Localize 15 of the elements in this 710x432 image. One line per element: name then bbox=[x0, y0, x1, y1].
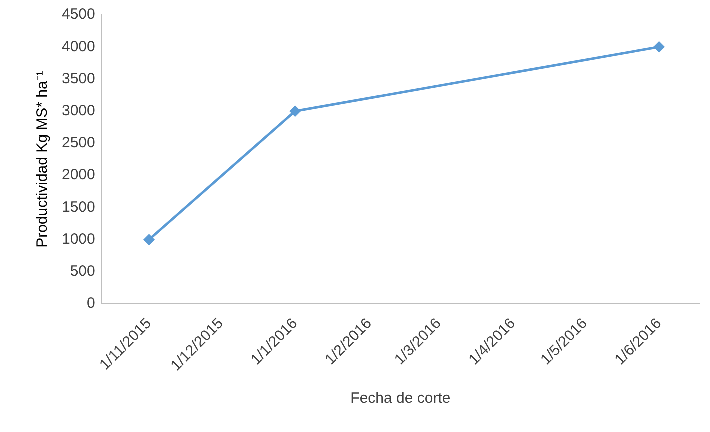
y-tick-label: 4500 bbox=[62, 6, 96, 24]
y-tick-label: 3500 bbox=[62, 70, 96, 88]
y-tick-label: 0 bbox=[87, 295, 96, 312]
y-tick-label: 2500 bbox=[62, 134, 96, 152]
y-axis-title: Productividad Kg MS* ha⁻¹ bbox=[34, 71, 52, 248]
point bbox=[144, 234, 155, 246]
y-tick-label: 2000 bbox=[62, 166, 96, 184]
y-tick-label: 3000 bbox=[62, 102, 96, 120]
y-tick-label: 1500 bbox=[62, 198, 96, 216]
x-axis-title: Fecha de corte bbox=[350, 390, 451, 408]
y-tick-label: 4000 bbox=[62, 38, 96, 56]
point bbox=[290, 106, 301, 117]
point bbox=[654, 42, 665, 52]
y-tick-label: 1000 bbox=[62, 230, 96, 248]
y-tick-label: 500 bbox=[70, 263, 96, 280]
